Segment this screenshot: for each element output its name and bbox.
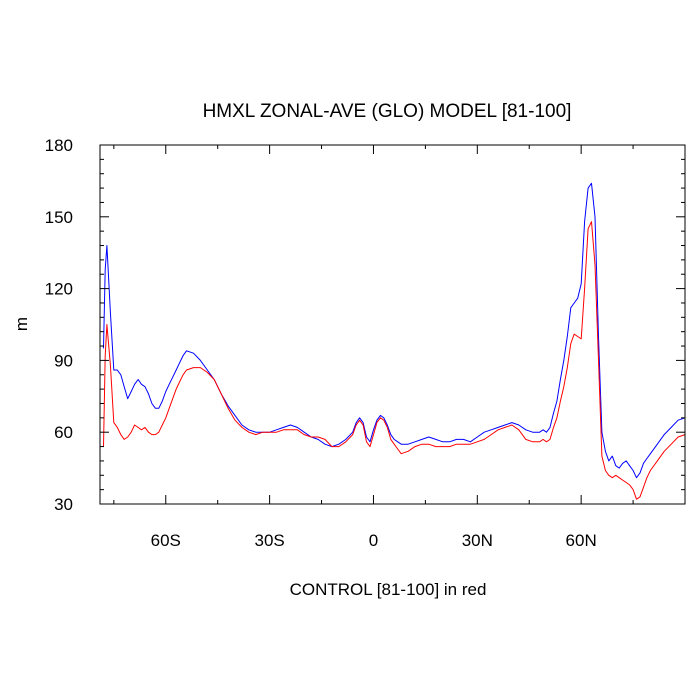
x-tick-label: 30S <box>254 531 284 550</box>
series-line-1 <box>103 182 686 479</box>
y-tick-label: 150 <box>45 208 73 227</box>
y-axis: 30 60 90 120 150 180 <box>45 136 685 514</box>
y-axis-label: m <box>12 317 31 331</box>
plot-area <box>103 182 686 500</box>
plot-frame <box>99 144 686 505</box>
chart-title: HMXL ZONAL-AVE (GLO) MODEL [81-100] <box>203 101 572 122</box>
y-tick-label: 90 <box>54 351 73 370</box>
x-tick-label: 30N <box>462 531 493 550</box>
y-tick-label: 30 <box>54 495 73 514</box>
x-tick-label: 60N <box>566 531 597 550</box>
x-tick-label: 0 <box>369 531 378 550</box>
y-tick-label: 60 <box>54 423 73 442</box>
y-tick-label: 120 <box>45 280 73 299</box>
x-axis-label: CONTROL [81-100] in red <box>290 580 487 599</box>
x-axis: 60S 30S 0 30N 60N <box>113 145 686 550</box>
x-tick-label: 60S <box>151 531 181 550</box>
y-tick-label: 180 <box>45 136 73 155</box>
series-line-2 <box>103 221 686 500</box>
